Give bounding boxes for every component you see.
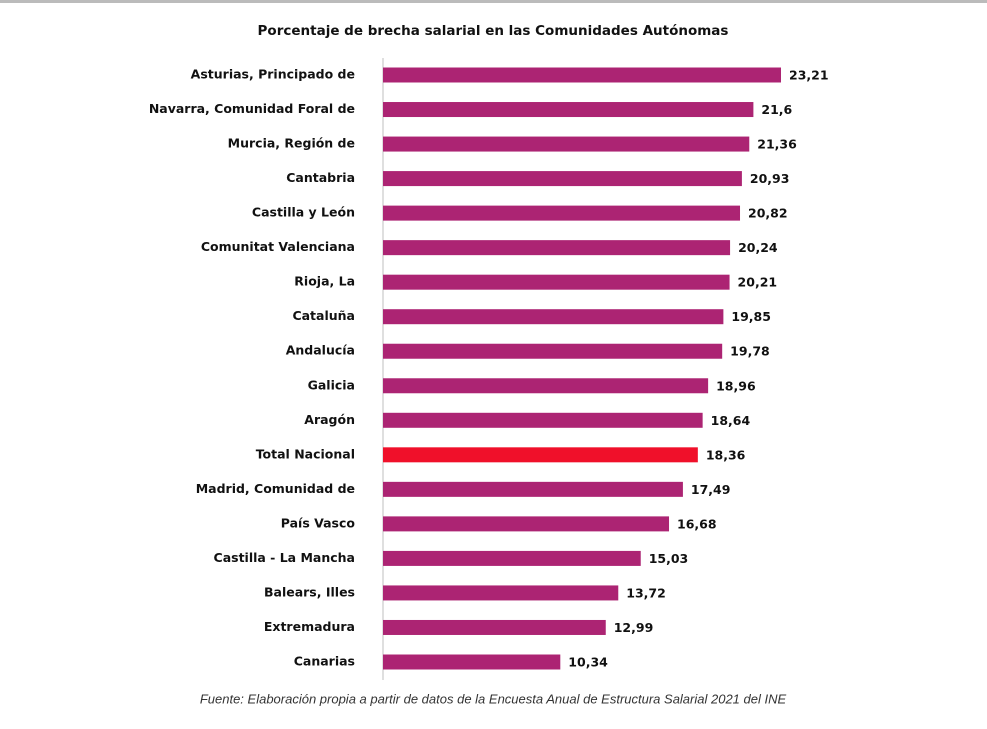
bar: [383, 102, 754, 118]
top-edge: [0, 0, 987, 3]
value-label: 19,78: [730, 344, 770, 359]
category-label: Canarias: [294, 654, 355, 669]
bar: [383, 309, 724, 325]
bar: [383, 481, 683, 497]
category-label: Cataluña: [292, 308, 355, 323]
bar: [383, 136, 750, 152]
category-label: Castilla - La Mancha: [214, 550, 355, 565]
bar: [383, 343, 723, 359]
value-label: 18,36: [706, 447, 746, 462]
value-label: 20,82: [748, 206, 788, 221]
category-label: Madrid, Comunidad de: [196, 481, 355, 496]
value-label: 13,72: [626, 585, 666, 600]
bar: [383, 378, 709, 394]
value-label: 10,34: [568, 655, 608, 670]
bar: [383, 240, 731, 256]
value-label: 18,64: [711, 413, 751, 428]
value-label: 21,36: [757, 137, 797, 152]
category-label: Andalucía: [286, 343, 355, 358]
bar: [383, 585, 619, 601]
bar: [383, 516, 670, 532]
category-label: Balears, Illes: [264, 584, 355, 599]
bar: [383, 412, 703, 428]
bar: [383, 67, 781, 83]
bar: [383, 171, 742, 187]
category-label: Asturias, Principado de: [191, 67, 355, 82]
category-label: Cantabria: [286, 170, 355, 185]
bar: [383, 550, 641, 566]
bar: [383, 447, 698, 463]
value-label: 20,24: [738, 240, 778, 255]
value-label: 19,85: [731, 309, 771, 324]
value-label: 12,99: [614, 620, 654, 635]
category-label: Aragón: [304, 412, 355, 427]
category-label: País Vasco: [281, 515, 356, 530]
category-label: Rioja, La: [294, 274, 355, 289]
source-note: Fuente: Elaboración propia a partir de d…: [200, 691, 787, 706]
value-label: 15,03: [649, 551, 689, 566]
bar: [383, 654, 561, 670]
value-label: 21,6: [761, 102, 792, 117]
bar: [383, 619, 606, 635]
category-label: Galicia: [308, 377, 355, 392]
category-label: Total Nacional: [256, 446, 355, 461]
value-label: 20,21: [738, 275, 778, 290]
value-label: 18,96: [716, 378, 756, 393]
category-label: Extremadura: [264, 619, 355, 634]
category-label: Comunitat Valenciana: [201, 239, 355, 254]
category-label: Murcia, Región de: [228, 136, 355, 151]
value-label: 16,68: [677, 516, 717, 531]
chart-title: Porcentaje de brecha salarial en las Com…: [258, 23, 729, 39]
value-label: 23,21: [789, 68, 829, 83]
value-label: 17,49: [691, 482, 731, 497]
bar: [383, 205, 741, 221]
category-label: Navarra, Comunidad Foral de: [149, 101, 355, 116]
bar: [383, 274, 730, 290]
category-label: Castilla y León: [252, 205, 355, 220]
value-label: 20,93: [750, 171, 790, 186]
